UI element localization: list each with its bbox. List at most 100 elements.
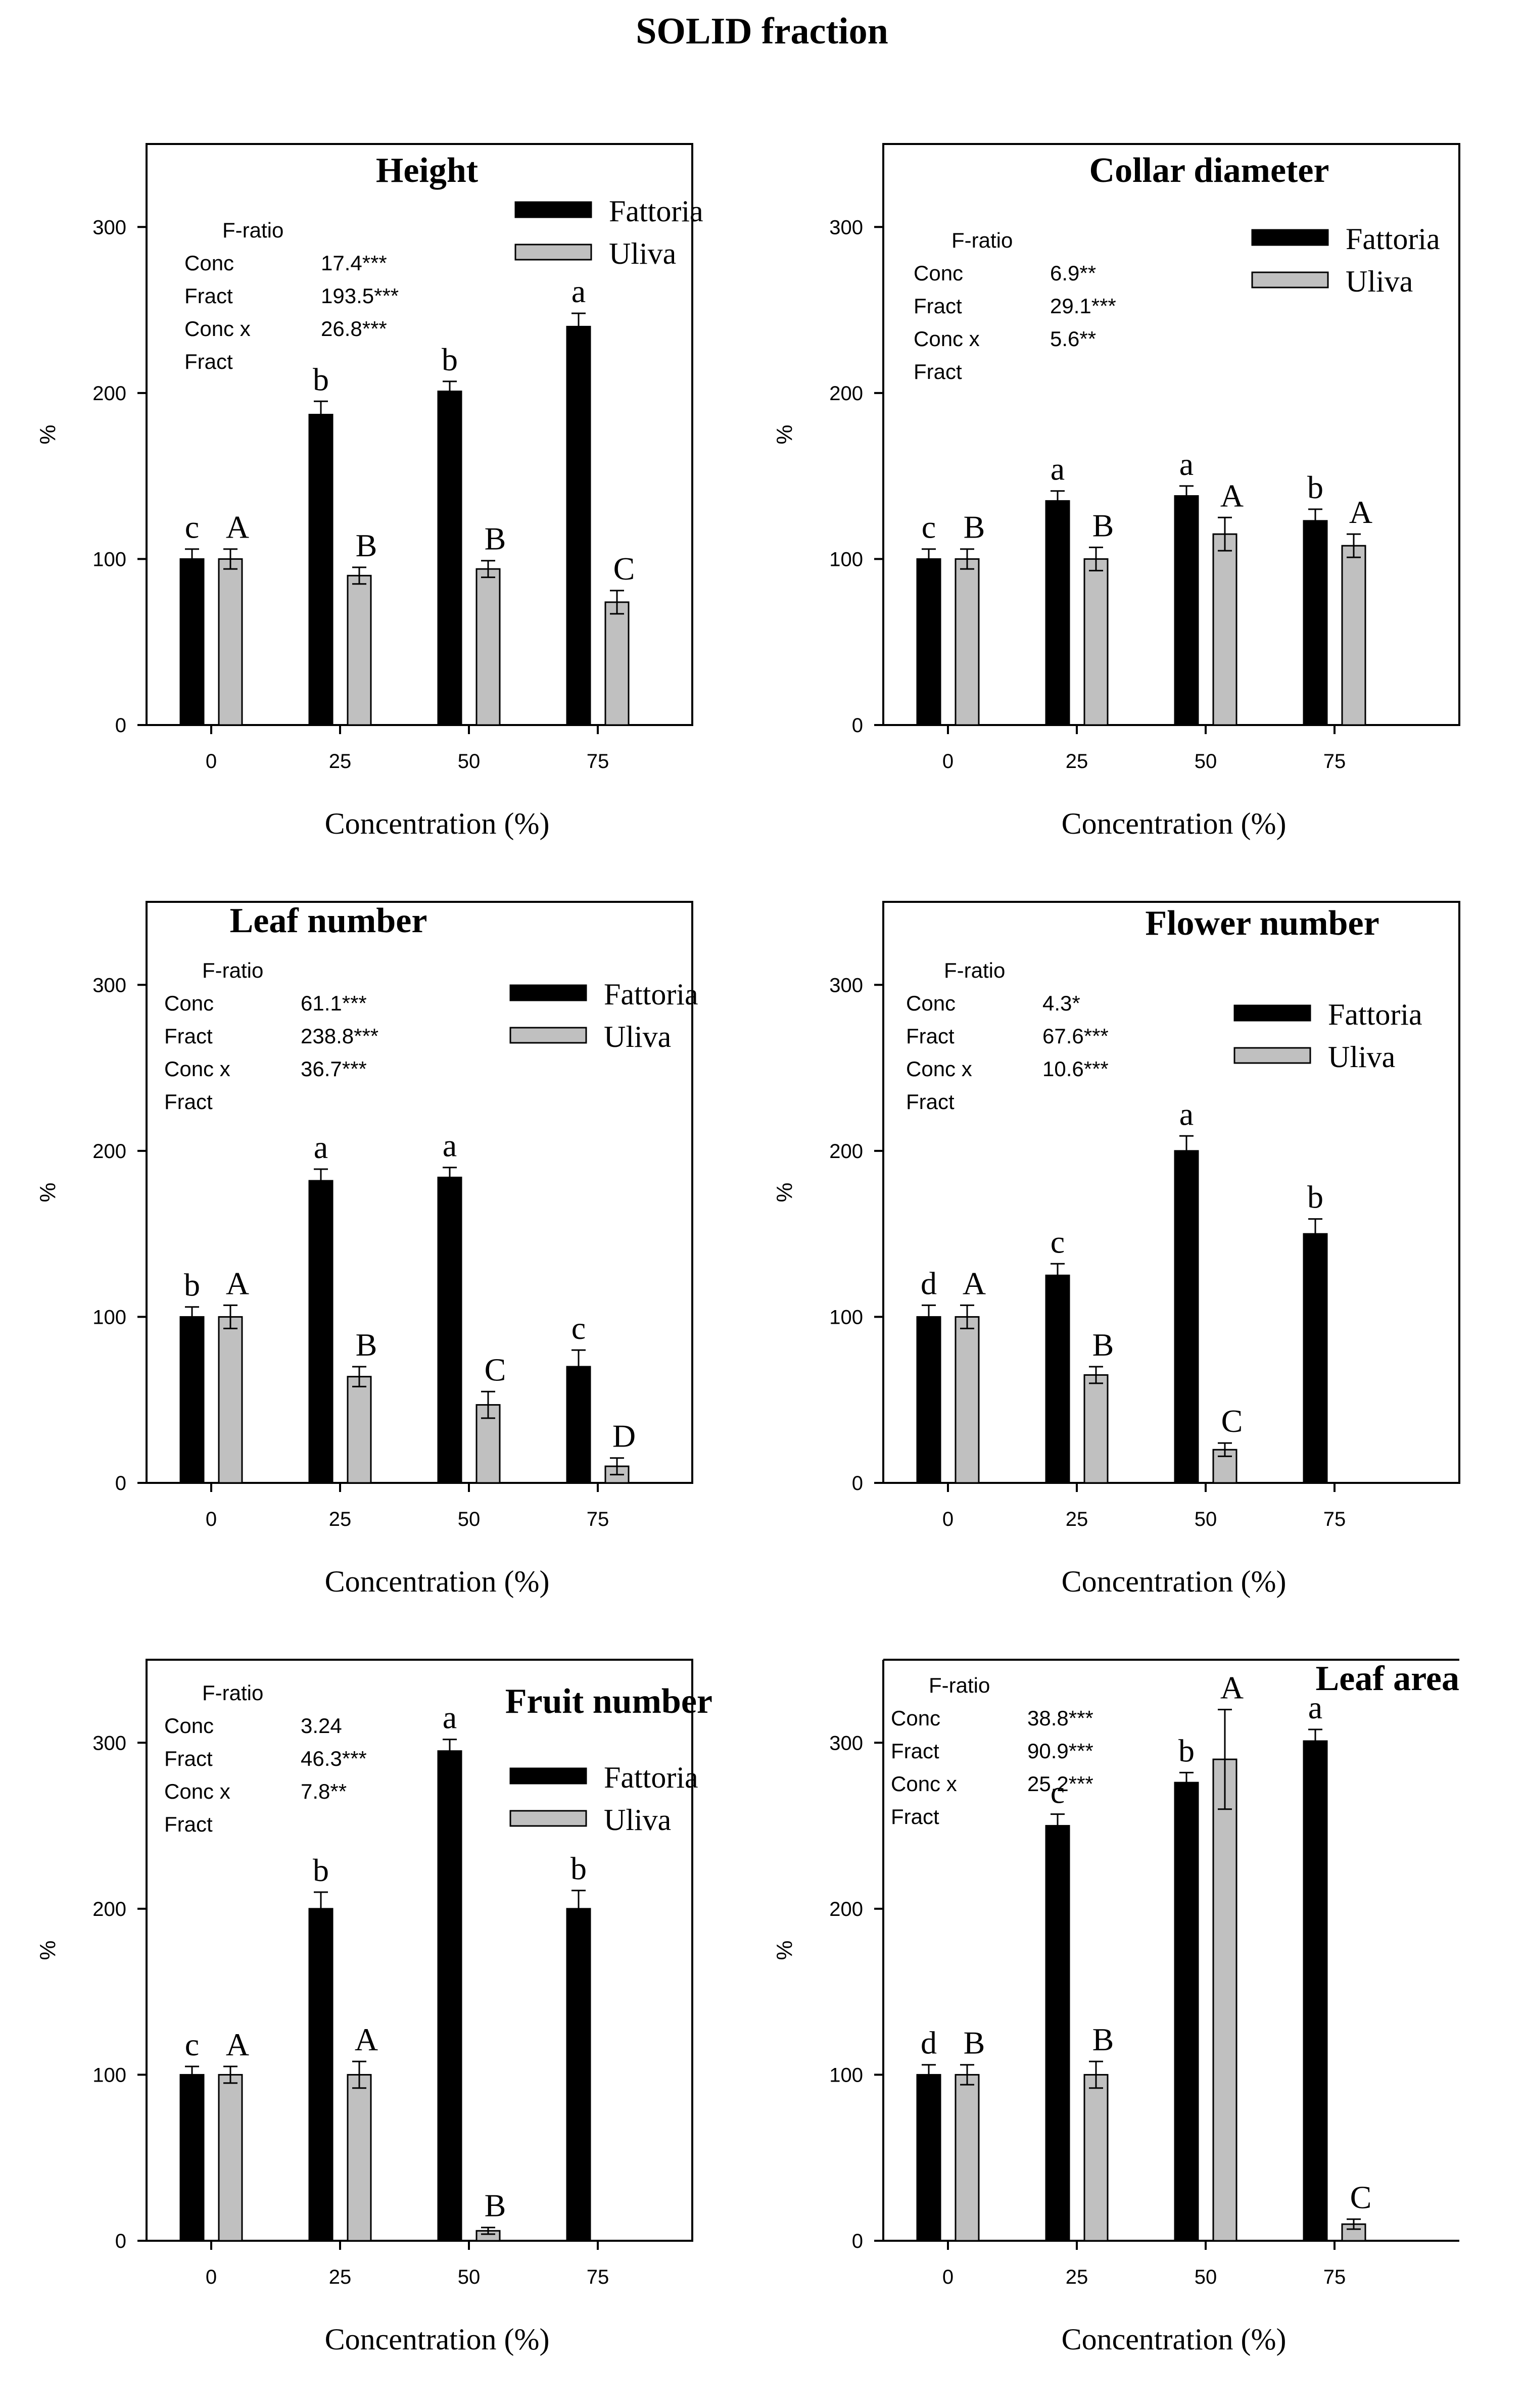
chart-height: 0 100 200 300% 0 25 50 75 Concentration (%) c b b a A… [35,143,703,840]
stats-header: F-ratio [944,958,1005,982]
bar-uliva-0 [218,2074,243,2242]
significance-letter: B [356,527,377,563]
stats-row-label: Conc x [164,1779,230,1803]
stats-row-value: 26.8*** [321,317,387,341]
stats-row-value: 36.7*** [301,1057,367,1081]
stats-row-label: Fract [906,1024,955,1048]
significance-letter: c [185,2027,199,2062]
significance-letter: b [442,342,458,377]
bar-uliva-0 [955,1316,980,1484]
significance-letter: a [572,273,586,309]
y-tick-label: 300 [829,1732,863,1754]
bar-uliva-25 [347,2074,372,2242]
plot-frame [146,1659,693,2242]
bar-uliva-75 [604,601,630,726]
significance-letter: A [1220,1670,1244,1706]
y-tick-label: 100 [829,2064,863,2086]
bar-fattoria-25 [308,414,334,726]
chart-title: Height [376,151,478,190]
significance-letter: C [1221,1403,1243,1439]
chart-title: Flower number [1145,904,1379,943]
significance-letter: B [1092,2021,1114,2057]
significance-letter: a [443,1128,457,1164]
bar-uliva-0 [218,558,243,726]
x-tick-label: 0 [206,1508,217,1530]
significance-letter: c [1051,1224,1065,1260]
bar-uliva-50 [1212,1758,1237,2242]
x-tick-label: 25 [1066,1508,1088,1530]
stats-row-value: 90.9*** [1027,1739,1093,1763]
x-axis-label: Concentration (%) [1062,807,1287,840]
stats-row-value: 7.8** [301,1779,347,1803]
significance-letter: A [1349,494,1372,530]
stats-row-value: 29.1*** [1050,294,1116,318]
x-tick-label: 50 [1195,2266,1217,2288]
bar-uliva-50 [475,568,501,726]
chart-title: Collar diameter [1089,151,1329,190]
x-tick-label: 75 [1323,1508,1346,1530]
significance-letter: c [572,1310,586,1346]
stats-row-label: Conc x [906,1057,972,1081]
significance-letter: B [1092,507,1114,543]
x-axis-label: Concentration (%) [325,807,550,840]
chart-leaf-area: 0 100 200 300% 0 25 50 75 Concentration (%) d c b a B… [772,1659,1459,2356]
x-axis-label: Concentration (%) [325,1565,550,1598]
significance-letter: A [1220,477,1244,513]
stats-header: F-ratio [951,228,1013,252]
significance-letter: a [443,1700,457,1736]
chart-collar-diameter: 0 100 200 300% 0 25 50 75 Concentration (%) c a a b B… [772,143,1460,840]
bar-uliva-50 [1212,533,1237,726]
stats-row-label: Conc [184,251,234,275]
stats-row-label: Fract [164,1024,213,1048]
bar-uliva-25 [347,574,372,726]
legend-swatch-uliva [514,244,592,261]
legend-label-uliva: Uliva [604,1020,671,1053]
y-tick-label: 300 [829,216,863,238]
bar-uliva-25 [1083,558,1109,726]
stats-row-value: 3.24 [301,1714,342,1738]
stats-row-label: Fract [914,360,962,383]
bar-fattoria-50 [1174,1150,1199,1484]
significance-letter: b [570,1851,587,1887]
significance-letter: a [314,1129,328,1165]
plot-frame [882,143,1460,726]
stats-header: F-ratio [202,958,263,982]
stats-row-label: Fract [891,1805,939,1828]
y-axis-label: % [35,1182,60,1202]
x-tick-label: 25 [1066,750,1088,773]
stats-row-label: Conc x [914,327,980,351]
stats-row-label: Conc [891,1706,940,1730]
page-title: SOLID fraction [636,11,888,52]
significance-letter: b [184,1267,200,1303]
y-tick-label: 300 [829,974,863,996]
significance-letter: A [355,2021,378,2057]
significance-letter: B [964,509,985,545]
x-tick-label: 25 [1066,2266,1088,2288]
bar-fattoria-75 [566,1366,591,1484]
chart-title: Leaf area [1316,1659,1459,1698]
chart-leaf-number: 0 100 200 300% 0 25 50 75 Concentration (%) b a a c A… [35,901,698,1598]
legend-label-fattoria: Fattoria [604,978,698,1011]
y-tick-label: 200 [829,382,863,405]
stats-row-value: 61.1*** [301,991,367,1015]
plot-frame [146,901,693,1484]
significance-letter: A [226,2027,249,2062]
bar-fattoria-0 [179,558,205,726]
y-axis-label: % [772,424,797,444]
y-tick-label: 200 [92,1140,126,1163]
y-tick-label: 0 [852,1472,863,1495]
stats-row-label: Conc x [891,1772,957,1796]
stats-row-label: Fract [164,1812,213,1836]
legend-swatch-uliva [509,1810,587,1827]
stats-row-label: Fract [164,1747,213,1770]
legend-swatch-fattoria [509,984,587,1001]
y-axis-label: % [35,1940,60,1960]
significance-letter: d [921,1265,937,1301]
bar-uliva-0 [218,1316,243,1484]
legend-label-fattoria: Fattoria [609,195,703,228]
stats-row-label: Conc [164,991,214,1015]
significance-letter: B [485,521,506,557]
y-tick-label: 0 [115,2230,126,2252]
stats-row-label: Conc [914,261,963,285]
bar-uliva-0 [955,558,980,726]
